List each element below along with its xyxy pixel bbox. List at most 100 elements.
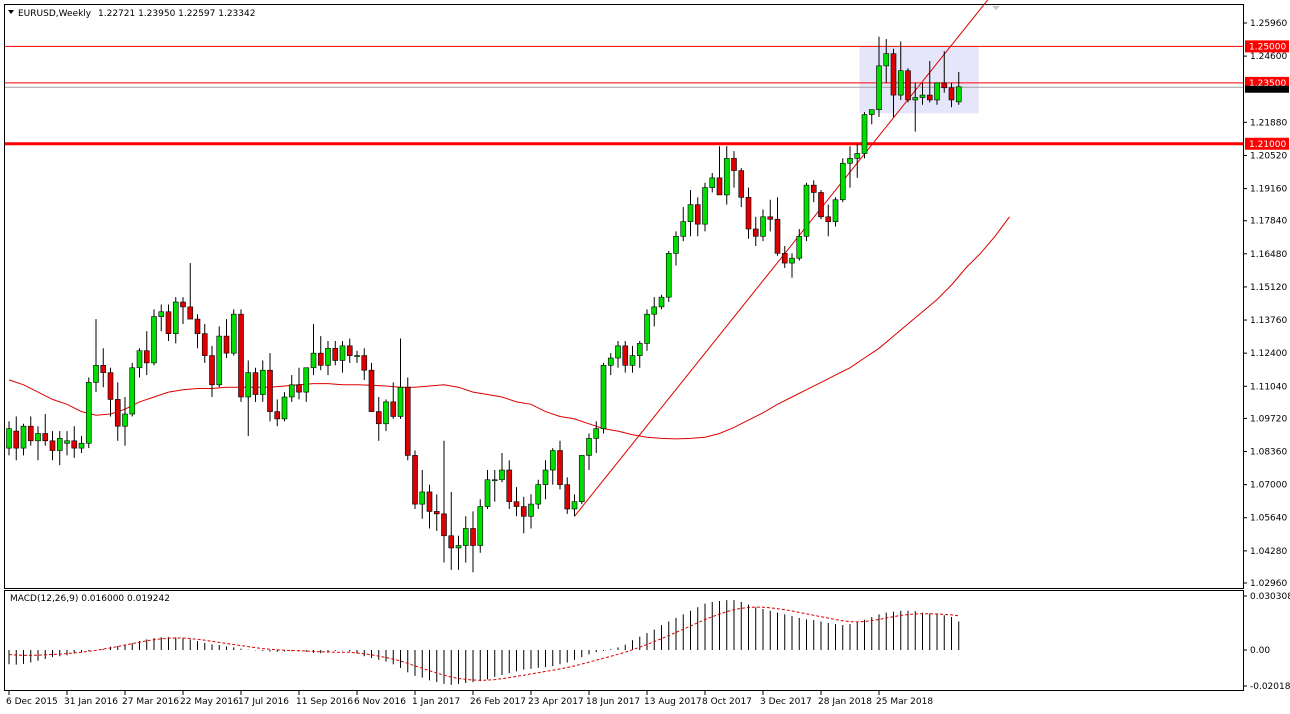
candle-body (680, 221, 687, 237)
candle-body (390, 401, 397, 417)
time-tick-label: 18 Jun 2017 (586, 697, 640, 707)
time-tick-label: 8 Oct 2017 (702, 697, 752, 707)
candle-body (723, 158, 730, 196)
level-tag (1245, 137, 1289, 150)
chart-header-ohlc: 1.22721 1.23950 1.22597 1.23342 (98, 9, 255, 19)
candle (151, 309, 157, 366)
candle-body (281, 396, 288, 420)
candle (825, 204, 832, 237)
candle-body (201, 333, 208, 356)
candle-body (912, 97, 919, 101)
candle-body (760, 216, 766, 237)
candle (709, 172, 716, 193)
candle-body (868, 109, 875, 115)
candle-body (49, 440, 56, 451)
candle (564, 477, 571, 514)
candle (404, 377, 411, 461)
candle-body (259, 369, 266, 395)
candle-body (564, 484, 571, 510)
candle-body (441, 513, 447, 537)
candle-body (20, 425, 27, 449)
candle (752, 216, 759, 247)
candle-body (861, 114, 868, 154)
candle (491, 470, 498, 502)
candle (20, 423, 27, 456)
candle-body (665, 253, 672, 298)
candle-body (56, 438, 63, 451)
candle-body (404, 386, 411, 456)
candle (325, 340, 331, 376)
candle (201, 323, 208, 363)
symbol-menu-icon[interactable] (8, 10, 14, 14)
candle (774, 197, 781, 256)
candle (767, 199, 774, 232)
candle (629, 345, 636, 373)
candle-body (274, 411, 281, 420)
candle (441, 440, 447, 563)
candle (586, 433, 592, 471)
price-tick-label: 1.24600 (1250, 52, 1287, 62)
candle-body (955, 86, 962, 103)
candle-body (825, 216, 832, 222)
candle-body (752, 228, 759, 237)
candle-body (948, 87, 955, 101)
time-tick-label: 11 Sep 2016 (296, 697, 353, 707)
candle (912, 82, 919, 132)
candle-body (876, 65, 882, 110)
candle (796, 228, 803, 261)
candle-body (694, 204, 701, 225)
candle (723, 146, 730, 205)
candle (230, 309, 237, 356)
candle-body (883, 53, 890, 67)
candle (926, 60, 933, 103)
candle (245, 360, 252, 436)
candle (557, 440, 563, 490)
chart-shift-icon[interactable] (992, 6, 1000, 10)
candle-body (847, 158, 853, 164)
candle (100, 348, 107, 388)
candle (122, 396, 128, 446)
macd-header: MACD(12,26,9) 0.016000 0.019242 (10, 594, 170, 604)
candle-body (136, 350, 143, 369)
candle-body (216, 335, 223, 386)
candle-body (535, 484, 542, 505)
candle-body (651, 306, 658, 315)
price-tick-label: 1.21880 (1250, 118, 1287, 128)
candle (868, 109, 875, 125)
candle-body (477, 506, 484, 546)
candle-body (607, 357, 614, 366)
trendline[interactable] (574, 0, 1086, 517)
candle-body (941, 82, 948, 89)
candles-layer (6, 36, 962, 573)
candle-body (905, 70, 911, 101)
candle-body (513, 501, 520, 507)
candle (506, 460, 513, 509)
candle-body (42, 433, 49, 442)
candle (288, 375, 295, 402)
candle (346, 338, 353, 363)
macd-layer (8, 600, 960, 685)
candle-body (107, 372, 114, 400)
candle (615, 340, 621, 368)
candle (426, 484, 433, 529)
candle-body (926, 94, 933, 101)
candle (883, 39, 890, 83)
candle-body (832, 199, 839, 222)
candle (267, 353, 273, 422)
candle-body (448, 535, 455, 549)
candle (187, 263, 194, 320)
candle-body (767, 216, 774, 220)
candle (905, 68, 911, 103)
time-tick-label: 28 Jan 2018 (818, 697, 872, 707)
macd-axis: 0.030308 0.00 -0.020187 (1243, 592, 1290, 692)
candle (847, 146, 853, 188)
candle (549, 448, 556, 485)
time-tick-label: 22 May 2016 (180, 697, 239, 707)
candle (760, 209, 766, 242)
candle (484, 470, 491, 509)
time-tick-label: 13 Aug 2017 (644, 697, 702, 707)
time-tick-label: 1 Jan 2017 (412, 697, 460, 707)
candle-body (731, 158, 737, 171)
candle-body (151, 316, 157, 364)
candle (955, 71, 962, 105)
